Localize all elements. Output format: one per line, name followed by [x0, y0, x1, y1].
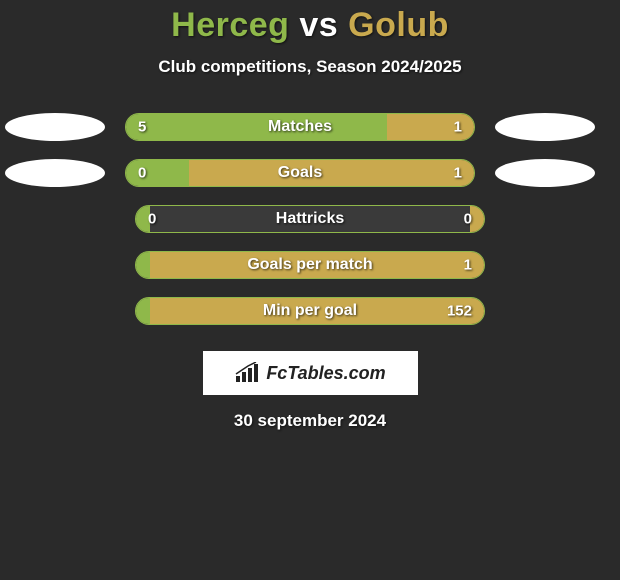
stat-row: 0 Hattricks 0	[0, 205, 620, 233]
footer-logo[interactable]: FcTables.com	[203, 351, 418, 395]
stat-bar: 5 Matches 1	[125, 113, 475, 141]
stat-row: 0 Goals 1	[0, 159, 620, 187]
stat-value-left: 5	[138, 119, 146, 136]
stat-value-right: 152	[447, 303, 472, 320]
bar-fill-right	[470, 206, 484, 232]
stat-bar: 0 Hattricks 0	[135, 205, 485, 233]
stat-row: Min per goal 152	[0, 297, 620, 325]
player2-ellipse	[495, 113, 595, 141]
page-title: Herceg vs Golub	[0, 6, 620, 45]
bar-fill-left	[136, 252, 150, 278]
comparison-card: Herceg vs Golub Club competitions, Seaso…	[0, 0, 620, 431]
stat-label: Matches	[268, 118, 332, 136]
footer-logo-text: FcTables.com	[266, 363, 385, 384]
stat-row: 5 Matches 1	[0, 113, 620, 141]
subtitle: Club competitions, Season 2024/2025	[0, 57, 620, 77]
stat-bar: Min per goal 152	[135, 297, 485, 325]
vs-text: vs	[299, 6, 338, 44]
stat-label: Min per goal	[263, 302, 357, 320]
stat-bar: Goals per match 1	[135, 251, 485, 279]
stats-rows: 5 Matches 1 0 Goals 1 0 Hattricks 0 Goals per mat…	[0, 113, 620, 325]
bar-fill-right	[189, 160, 474, 186]
footer-date: 30 september 2024	[0, 411, 620, 431]
stat-value-right: 1	[464, 257, 472, 274]
stat-value-left: 0	[148, 211, 156, 228]
stat-label: Hattricks	[276, 210, 344, 228]
stat-value-left: 0	[138, 165, 146, 182]
stat-row: Goals per match 1	[0, 251, 620, 279]
chart-bars-icon	[234, 362, 260, 384]
stat-value-right: 1	[454, 119, 462, 136]
player2-ellipse	[495, 159, 595, 187]
bar-fill-left	[126, 160, 189, 186]
stat-bar: 0 Goals 1	[125, 159, 475, 187]
bar-fill-left	[136, 298, 150, 324]
player1-name: Herceg	[171, 6, 289, 44]
player1-ellipse	[5, 113, 105, 141]
player1-ellipse	[5, 159, 105, 187]
stat-label: Goals per match	[247, 256, 372, 274]
player2-name: Golub	[348, 6, 449, 44]
stat-label: Goals	[278, 164, 322, 182]
stat-value-right: 1	[454, 165, 462, 182]
stat-value-right: 0	[464, 211, 472, 228]
bar-fill-left	[126, 114, 387, 140]
